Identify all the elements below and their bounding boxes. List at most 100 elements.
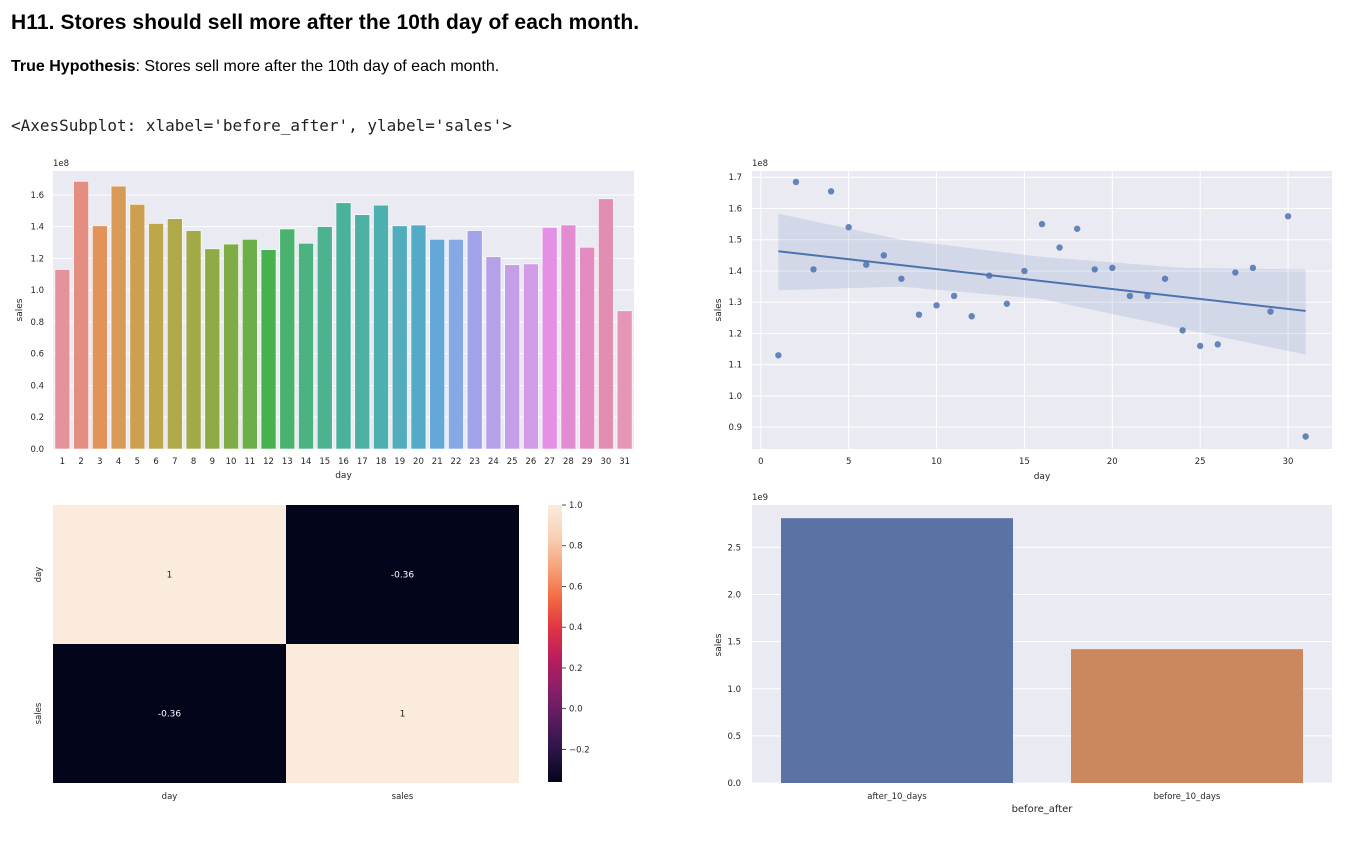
x-tick-label: 25 (507, 457, 518, 467)
y-tick-label: 1.1 (728, 361, 742, 371)
y-tick-label: 1.0 (728, 392, 742, 402)
before-after-bar-chart: 0.0 0.5 1.0 1.5 2.0 2.5 after_10_days before_10… (714, 493, 1332, 815)
scatter-point (950, 292, 958, 300)
bar-day-24 (485, 256, 502, 450)
scatter-point (845, 224, 852, 231)
colorbar-tick-label: 0.6 (569, 582, 583, 592)
bar-day-17 (354, 214, 371, 450)
x-tick-label: 3 (97, 457, 102, 467)
bar-day-30 (598, 198, 614, 450)
scatter-point (898, 275, 905, 282)
bar-day-18 (373, 204, 389, 450)
x-tick-label: 29 (582, 457, 593, 467)
y-tick-label: 1.7 (728, 173, 742, 183)
heatmap-cell-day-sales (286, 505, 519, 644)
hypothesis-label: True Hypothesis (11, 58, 136, 75)
y-tick-label: 1.4 (728, 267, 742, 277)
x-tick-label: after_10_days (867, 792, 927, 802)
y-tick-label: 0.9 (728, 423, 742, 433)
x-tick-label: 30 (600, 457, 611, 467)
bar-day-9 (204, 248, 221, 450)
confidence-band (778, 213, 1306, 355)
bar-day-5 (129, 204, 146, 450)
cell-annotation: 1 (400, 710, 406, 720)
y-tick-label: 2.0 (727, 591, 741, 601)
x-tick-label: 22 (451, 457, 462, 467)
y-tick-label: 0.8 (30, 318, 44, 328)
x-tick-label: 14 (301, 457, 312, 467)
scatter-point (775, 352, 782, 359)
bar-day-6 (148, 223, 164, 450)
scatter-point (1038, 220, 1046, 228)
colorbar-tick-label: 0.8 (569, 542, 583, 552)
bar-day-8 (185, 230, 202, 450)
bar-day-4 (110, 185, 127, 450)
x-tick-label: 0 (758, 457, 763, 467)
x-tick-label: 24 (488, 457, 499, 467)
scatter-point (1109, 264, 1116, 272)
x-tick-label: 4 (116, 457, 121, 467)
scatter-point (1214, 341, 1221, 348)
bar-day-27 (541, 227, 558, 450)
x-axis-label: day (335, 471, 352, 481)
bar-day-25 (504, 264, 520, 450)
scatter-point (1126, 292, 1134, 300)
bar-day-19 (391, 225, 408, 450)
x-tick-label: 15 (1019, 457, 1030, 467)
scatter-point (1021, 267, 1028, 275)
colorbar (548, 505, 562, 782)
y-tick-label: 1.6 (30, 191, 44, 201)
scatter-point (915, 311, 923, 318)
x-tick-label: 17 (357, 457, 368, 467)
scatter-point (880, 252, 888, 259)
x-tick-label: before_10_days (1154, 792, 1221, 802)
bar-day-11 (241, 239, 258, 450)
y-tick-label: 0.2 (30, 413, 44, 423)
y-axis-label: sales (15, 298, 25, 321)
scatter-point (986, 272, 993, 279)
x-tick-label: 16 (338, 457, 349, 467)
scatter-point (933, 302, 940, 309)
cell-annotation: -0.36 (391, 571, 415, 581)
scatter-point (1091, 266, 1098, 273)
y-tick-label: 1.5 (727, 638, 741, 648)
bar-day-26 (523, 263, 539, 450)
scatter-point (792, 178, 800, 186)
bar-day-14 (298, 242, 314, 450)
row-label: sales (34, 702, 44, 724)
heatmap-cell-sales-day (53, 644, 286, 783)
y-tick-label: 1.0 (30, 286, 44, 296)
scatter-point (827, 188, 835, 195)
x-tick-label: 1 (60, 457, 65, 467)
scale-label: 1e9 (752, 493, 768, 503)
y-tick-label: 1.6 (728, 204, 742, 214)
bar-day-12 (260, 249, 277, 450)
bar-day-2 (73, 181, 89, 450)
colorbar-tick-label: 1.0 (569, 501, 583, 511)
bar-day-20 (410, 224, 427, 450)
x-tick-label: 19 (394, 457, 405, 467)
cell-output-repr: <AxesSubplot: xlabel='before_after', yla… (11, 116, 512, 135)
heatmap-cell-sales-sales (286, 644, 519, 783)
bar-after_10_days (781, 518, 1013, 783)
x-tick-label: 12 (263, 457, 274, 467)
scatter-point (1196, 342, 1204, 350)
cell-annotation: 1 (167, 571, 173, 581)
y-tick-label: 0.6 (30, 350, 44, 360)
scatter-point (1232, 269, 1239, 276)
scatter-point (1179, 327, 1186, 334)
bar-day-31 (616, 310, 633, 450)
daily-sales-scatter-chart: 0.91.01.11.21.31.41.51.61.70 5 10 15 20 25 30 … (714, 159, 1332, 482)
y-tick-label: 2.5 (727, 543, 741, 553)
bar-day-13 (279, 228, 296, 450)
hypothesis-text: : Stores sell more after the 10th day of… (135, 58, 500, 75)
y-tick-label: 1.0 (727, 685, 741, 695)
y-tick-label: 0.5 (727, 732, 741, 742)
x-tick-label: 18 (376, 457, 387, 467)
col-label: day (162, 792, 178, 802)
x-tick-label: 31 (619, 457, 630, 467)
x-tick-label: 28 (563, 457, 574, 467)
bar-day-1 (54, 269, 71, 450)
bar-day-15 (316, 226, 333, 450)
x-axis-label: day (1034, 472, 1051, 482)
